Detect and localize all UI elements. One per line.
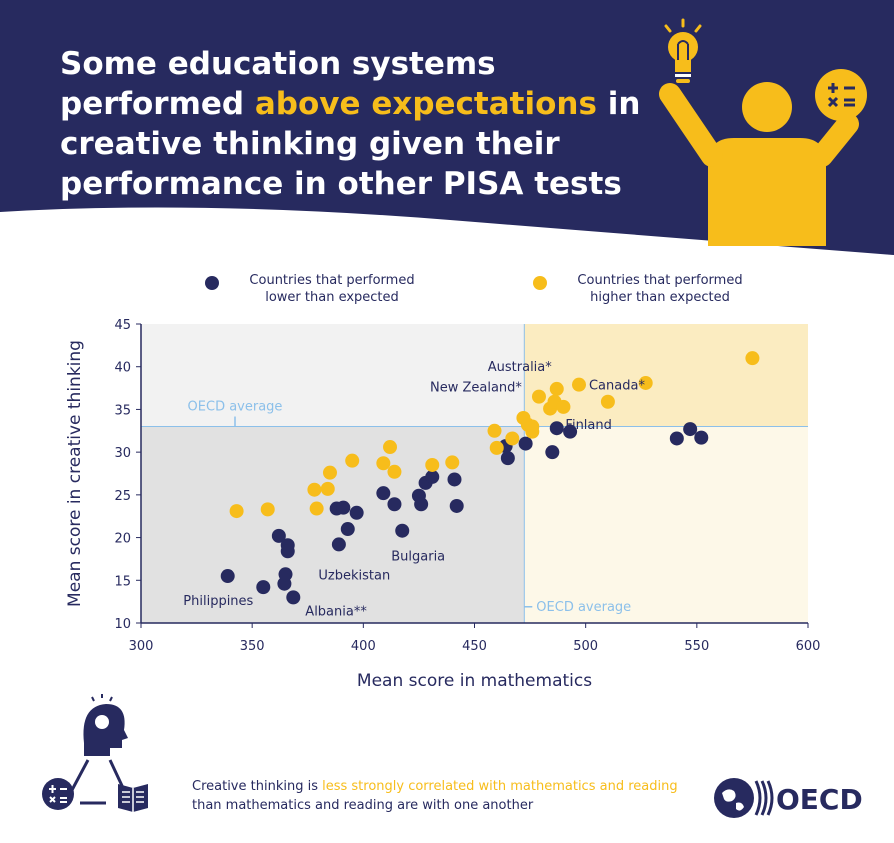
point-label: Uzbekistan <box>318 569 390 584</box>
data-point-lower <box>563 424 578 439</box>
data-point-lower <box>286 590 301 605</box>
x-axis-label: Mean score in mathematics <box>357 671 592 691</box>
data-point-higher <box>383 440 398 455</box>
x-tick-label: 450 <box>462 639 487 654</box>
data-point-lower <box>256 580 271 595</box>
data-point-higher <box>571 377 586 392</box>
data-point-higher <box>549 381 564 396</box>
data-point-lower <box>414 497 429 512</box>
person-icon <box>659 18 867 246</box>
data-point-higher <box>260 502 275 517</box>
data-point-higher <box>307 482 322 497</box>
data-point-lower <box>336 500 351 515</box>
legend-item-lower: Countries that performed lower than expe… <box>205 272 427 306</box>
data-point-lower <box>280 544 295 559</box>
data-point-lower <box>518 436 533 451</box>
point-label: Finland <box>565 418 611 433</box>
legend-item-higher: Countries that performed higher than exp… <box>533 272 755 306</box>
data-point-higher <box>345 453 360 468</box>
data-point-lower <box>349 505 364 520</box>
data-point-higher <box>309 501 324 516</box>
y-axis-label: Mean score in creative thinking <box>65 340 85 607</box>
y-tick-label: 15 <box>114 574 131 589</box>
head-lightbulb-icon <box>83 694 128 756</box>
legend-marker-navy <box>205 276 219 290</box>
quadrant-lower-left <box>141 426 525 623</box>
data-point-higher <box>320 481 335 496</box>
footer-note: Creative thinking is less strongly corre… <box>192 779 678 813</box>
data-point-lower <box>694 430 709 445</box>
point-label: New Zealand* <box>430 381 522 396</box>
data-point-lower <box>449 498 464 513</box>
point-label: Albania** <box>305 604 367 619</box>
point-label: Bulgaria <box>391 550 445 565</box>
header-banner <box>0 0 894 255</box>
data-point-lower <box>331 537 346 552</box>
point-label: Philippines <box>183 594 253 609</box>
data-point-lower <box>549 421 564 436</box>
data-point-higher <box>445 455 460 470</box>
data-point-higher <box>745 351 760 366</box>
math-symbols-icon <box>42 778 74 810</box>
data-point-lower <box>545 445 560 460</box>
data-point-higher <box>505 431 520 446</box>
data-point-higher <box>322 465 337 480</box>
x-tick-label: 600 <box>796 639 821 654</box>
data-point-lower <box>395 523 410 538</box>
y-tick-label: 40 <box>114 361 131 376</box>
data-point-higher <box>525 419 540 434</box>
data-point-lower <box>278 567 293 582</box>
lightbulb-icon <box>664 18 702 83</box>
quadrant-lower-right <box>524 426 808 623</box>
data-point-higher <box>229 504 244 519</box>
data-point-higher <box>376 456 391 471</box>
oecd-average-label-vertical: OECD average <box>536 600 631 615</box>
data-point-higher <box>387 464 402 479</box>
legend-label-higher: Countries that performed higher than exp… <box>577 273 743 305</box>
data-point-lower <box>425 469 440 484</box>
page-title: Some education systems performed above e… <box>60 46 641 202</box>
data-point-higher <box>600 394 615 409</box>
y-tick-label: 45 <box>114 318 131 333</box>
data-point-higher <box>425 457 440 472</box>
data-point-lower <box>683 422 698 437</box>
x-tick-label: 300 <box>129 639 154 654</box>
data-point-higher <box>638 375 653 390</box>
oecd-logo-text: OECD <box>776 783 863 816</box>
oecd-logo: OECD <box>714 778 863 818</box>
x-tick-label: 400 <box>351 639 376 654</box>
data-point-higher <box>487 423 502 438</box>
legend-marker-yellow <box>533 276 547 290</box>
data-point-lower <box>500 451 515 466</box>
book-icon <box>118 784 148 812</box>
y-tick-label: 25 <box>114 489 131 504</box>
y-tick-label: 20 <box>114 532 131 547</box>
quadrant-upper-left <box>141 324 525 427</box>
legend-label-lower: Countries that performed lower than expe… <box>249 273 415 305</box>
y-tick-label: 30 <box>114 446 131 461</box>
data-point-higher <box>556 399 571 414</box>
scatter-chart: OECD average OECD average 10 15 20 25 30 35 40 45… <box>65 318 821 691</box>
data-point-lower <box>271 528 286 543</box>
data-point-lower <box>387 497 402 512</box>
quadrant-upper-right <box>524 324 808 427</box>
data-point-lower <box>376 486 391 501</box>
data-point-lower <box>447 472 462 487</box>
data-point-higher <box>531 389 546 404</box>
data-point-lower <box>669 431 684 446</box>
x-tick-label: 550 <box>684 639 709 654</box>
y-tick-label: 10 <box>114 617 131 632</box>
x-tick-label: 500 <box>573 639 598 654</box>
data-point-lower <box>220 569 235 584</box>
oecd-average-label-horizontal: OECD average <box>188 400 283 415</box>
point-label: Australia* <box>488 360 553 375</box>
math-symbols-icon <box>815 69 867 121</box>
x-tick-label: 350 <box>240 639 265 654</box>
data-point-lower <box>340 522 355 537</box>
creative-thinking-diagram-icon <box>42 694 148 812</box>
y-tick-label: 35 <box>114 403 131 418</box>
data-point-higher <box>489 440 504 455</box>
point-label: Canada* <box>589 379 645 394</box>
